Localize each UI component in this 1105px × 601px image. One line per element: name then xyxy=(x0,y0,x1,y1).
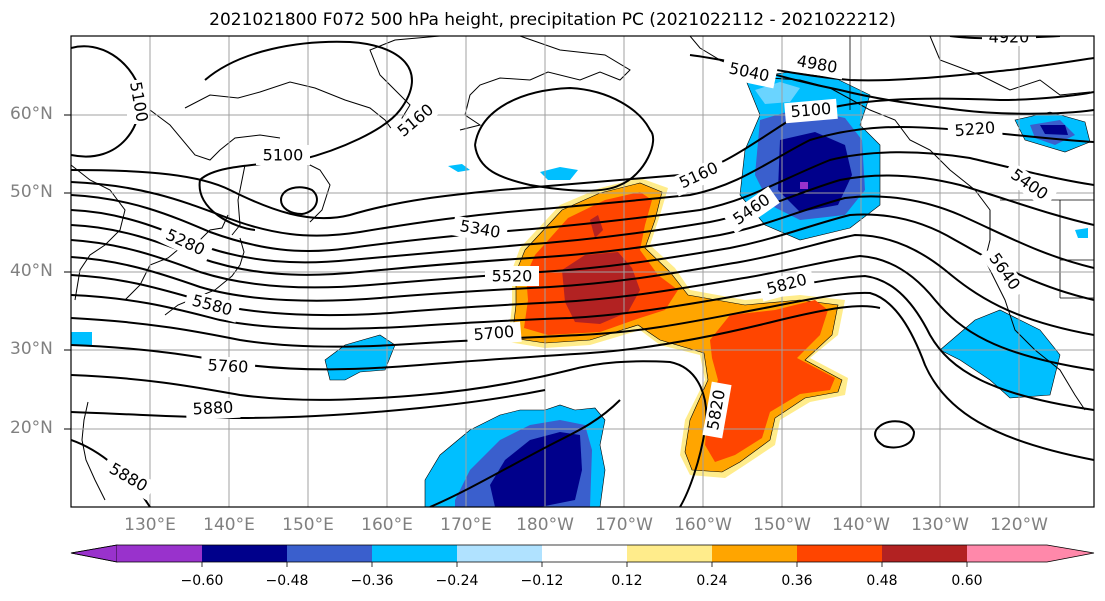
lon-label: 150°W xyxy=(753,515,811,535)
lon-label: 140°E xyxy=(203,515,255,535)
lon-label: 180°W xyxy=(516,515,574,535)
lon-label: 120°W xyxy=(990,515,1048,535)
lat-label: 50°N xyxy=(10,182,53,202)
lon-label: 130°E xyxy=(124,515,176,535)
graticule xyxy=(71,36,1094,507)
colorbar-tick-label: −0.48 xyxy=(265,573,309,589)
colorbar-tick-label: −0.12 xyxy=(520,573,564,589)
colorbar-tick-label: −0.60 xyxy=(180,573,224,589)
lon-label: 170°W xyxy=(595,515,653,535)
map-title: 2021021800 F072 500 hPa height, precipit… xyxy=(209,10,896,30)
colorbar xyxy=(70,544,1095,567)
lat-label: 40°N xyxy=(10,261,53,281)
height-contours xyxy=(71,36,1094,507)
lon-label: 130°W xyxy=(911,515,969,535)
colorbar-segment xyxy=(70,544,118,563)
contour-label: 5220 xyxy=(954,118,996,140)
contour-label: 5520 xyxy=(492,267,533,286)
lon-label: 170°E xyxy=(440,515,492,535)
colorbar-tick-label: 0.24 xyxy=(696,573,728,589)
contour-label: 5100 xyxy=(790,99,832,121)
lat-label: 60°N xyxy=(10,104,53,124)
lat-label: 20°N xyxy=(10,418,53,438)
colorbar-tick-label: 0.36 xyxy=(781,573,813,589)
contour-label: 5700 xyxy=(473,322,515,344)
colorbar-tick-label: −0.24 xyxy=(435,573,479,589)
colorbar-tick-label: 0.48 xyxy=(866,573,898,589)
colorbar-tick-label: 0.60 xyxy=(951,573,983,589)
colorbar-tick-label: 0.12 xyxy=(611,573,643,589)
lon-label: 160°E xyxy=(361,515,413,535)
lat-label: 30°N xyxy=(10,339,53,359)
colorbar-tick-label: −0.36 xyxy=(350,573,394,589)
lon-label: 150°E xyxy=(282,515,334,535)
lon-label: 160°W xyxy=(674,515,732,535)
contour-label: 5760 xyxy=(207,355,249,376)
lon-label: 140°W xyxy=(832,515,890,535)
contour-label: 5100 xyxy=(263,146,304,165)
contour-label: 4920 xyxy=(989,28,1030,47)
axis-ticks xyxy=(64,114,71,430)
contour-label: 5880 xyxy=(192,397,234,418)
